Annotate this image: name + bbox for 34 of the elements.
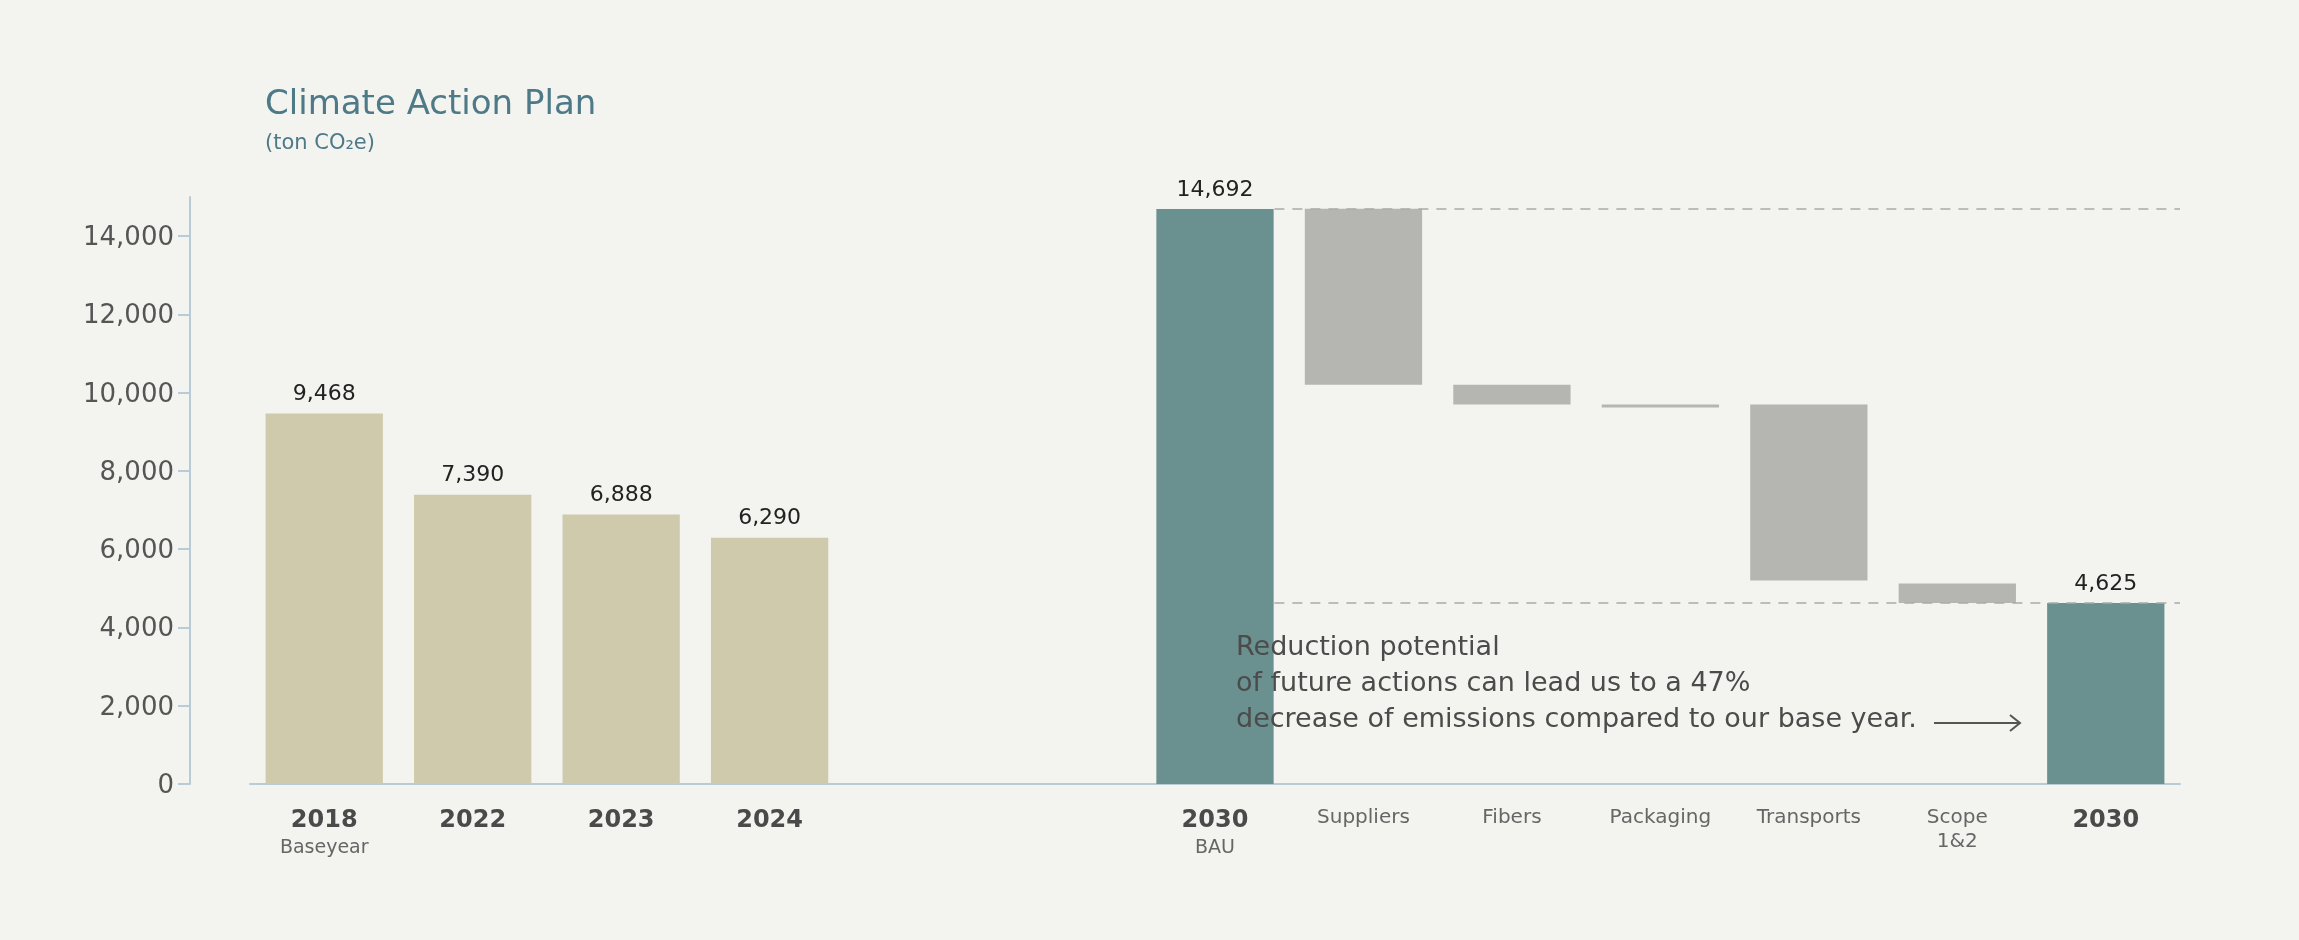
- y-tick-label: 10,000: [83, 377, 174, 408]
- x-tick-label: 2024: [736, 805, 804, 833]
- bar: [1750, 404, 1868, 581]
- y-tick-label: 2,000: [99, 690, 174, 721]
- x-tick-label: Transports: [1755, 804, 1861, 828]
- bar: [710, 537, 829, 784]
- x-tick-label: 2030 BAU: [1181, 805, 1249, 857]
- bar: [265, 413, 383, 784]
- x-tick-label: 2023: [587, 805, 655, 833]
- y-tick-label: 4,000: [99, 612, 174, 643]
- bar: [1453, 384, 1571, 405]
- data-label: 4,625: [2074, 569, 2138, 595]
- data-label: 7,390: [441, 461, 505, 487]
- x-tick-label: 2030: [2072, 805, 2140, 833]
- data-label: 6,888: [589, 480, 653, 506]
- data-label: 9,468: [292, 379, 356, 405]
- x-tick-label: 2018 Baseyear: [279, 805, 369, 857]
- x-tick-label: 2022: [439, 805, 507, 833]
- data-label: 6,290: [738, 504, 802, 530]
- bar: [2047, 603, 2165, 784]
- data-label: 14,692: [1176, 175, 1254, 201]
- y-tick-label: 12,000: [83, 299, 174, 330]
- bar: [414, 494, 532, 784]
- y-tick-label: 0: [157, 769, 174, 799]
- chart-title: Climate Action Plan: [265, 82, 597, 122]
- y-tick-label: 8,000: [99, 455, 174, 486]
- y-tick-label: 14,000: [83, 221, 174, 252]
- bar: [562, 514, 680, 784]
- x-tick-label: Suppliers: [1317, 804, 1410, 828]
- x-tick-label: Scope 1&2: [1926, 804, 1988, 852]
- x-tick-label: Fibers: [1482, 804, 1542, 828]
- chart-subtitle: (ton CO₂e): [265, 130, 375, 154]
- x-tick-label: Packaging: [1609, 804, 1712, 828]
- y-tick-label: 6,000: [99, 534, 174, 565]
